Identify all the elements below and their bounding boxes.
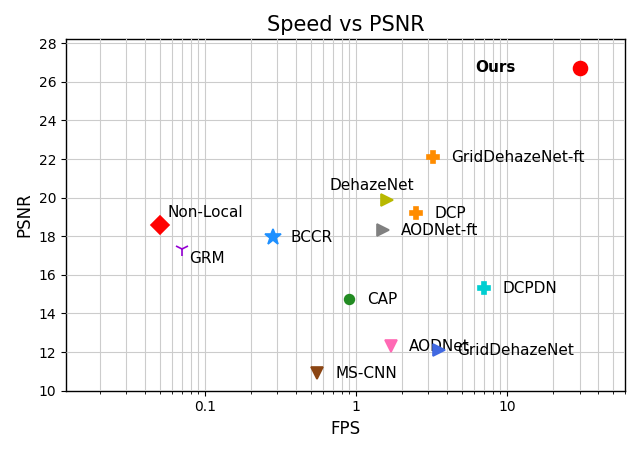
Text: CAP: CAP xyxy=(367,292,398,307)
Text: Ours: Ours xyxy=(476,60,516,75)
Text: AODNet-ft: AODNet-ft xyxy=(401,223,479,238)
Text: DCP: DCP xyxy=(435,206,466,221)
Text: BCCR: BCCR xyxy=(291,230,333,245)
Text: MS-CNN: MS-CNN xyxy=(335,366,397,381)
Text: DehazeNet: DehazeNet xyxy=(330,178,414,193)
Text: DCPDN: DCPDN xyxy=(502,281,557,296)
Text: GRM: GRM xyxy=(189,251,225,266)
Y-axis label: PSNR: PSNR xyxy=(15,193,33,237)
X-axis label: FPS: FPS xyxy=(330,420,360,438)
Text: Non-Local: Non-Local xyxy=(167,205,243,220)
Title: Speed vs PSNR: Speed vs PSNR xyxy=(267,15,424,35)
Text: GridDehazeNet-ft: GridDehazeNet-ft xyxy=(451,149,584,164)
Text: AODNet: AODNet xyxy=(409,339,470,354)
Text: GridDehazeNet: GridDehazeNet xyxy=(457,342,573,358)
